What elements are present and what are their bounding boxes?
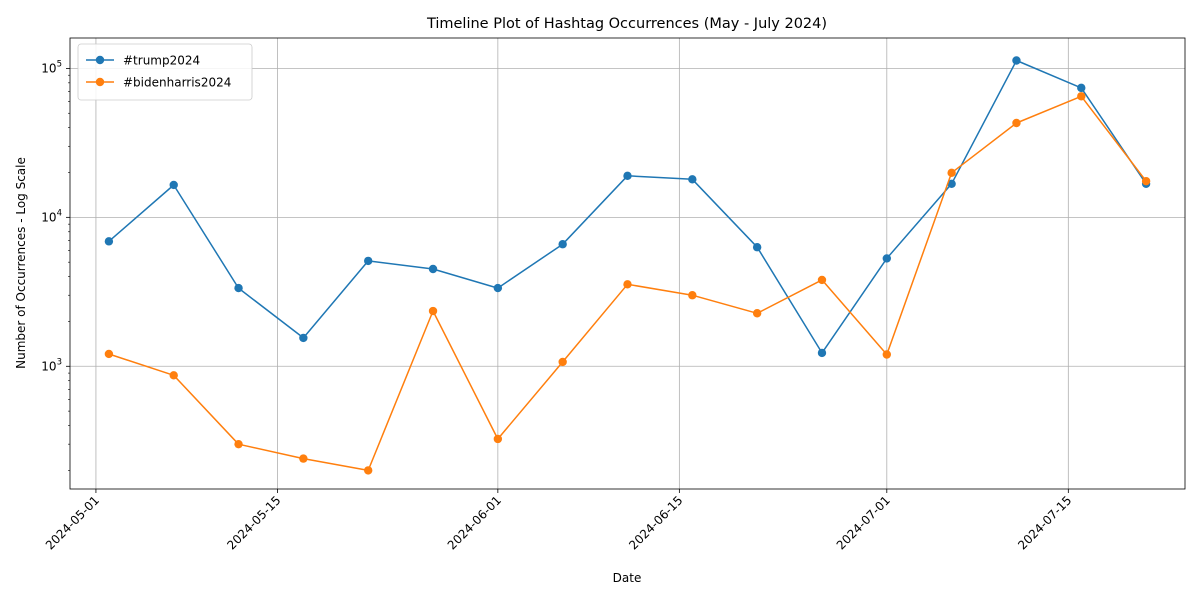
data-point bbox=[752, 243, 762, 252]
data-point bbox=[882, 254, 892, 263]
y-tick-label: 103 bbox=[41, 357, 62, 373]
data-point bbox=[623, 280, 632, 289]
data-point bbox=[1012, 56, 1021, 65]
data-point bbox=[299, 333, 308, 343]
data-point bbox=[688, 291, 697, 300]
data-point bbox=[234, 283, 243, 293]
legend-label: #bidenharris2024 bbox=[123, 76, 231, 90]
data-point bbox=[493, 283, 503, 293]
y-axis-ticks: 103 104 105 bbox=[41, 59, 70, 471]
data-point bbox=[493, 434, 503, 444]
data-point bbox=[234, 439, 243, 449]
legend-marker bbox=[95, 77, 105, 87]
data-point bbox=[428, 306, 438, 316]
data-point bbox=[1141, 176, 1151, 186]
y-tick-label: 104 bbox=[41, 208, 62, 224]
data-point bbox=[428, 264, 438, 274]
data-point bbox=[363, 256, 373, 266]
x-axis-label: Date bbox=[613, 571, 642, 585]
plot-area-frame bbox=[69, 37, 1186, 490]
legend-marker bbox=[95, 55, 105, 65]
data-point bbox=[299, 454, 308, 463]
data-point bbox=[817, 275, 827, 285]
legend-frame bbox=[77, 43, 253, 101]
data-point bbox=[363, 466, 373, 475]
data-point bbox=[688, 175, 697, 184]
legend: #trump2024 #bidenharris2024 bbox=[77, 43, 253, 101]
data-point bbox=[947, 179, 956, 188]
data-point bbox=[752, 309, 762, 318]
data-point bbox=[817, 348, 827, 358]
data-point bbox=[1012, 118, 1021, 128]
grid-lines bbox=[70, 38, 1185, 489]
data-point bbox=[1077, 83, 1086, 93]
data-point bbox=[882, 350, 892, 359]
data-point bbox=[558, 240, 567, 249]
chart-title: Timeline Plot of Hashtag Occurrences (Ma… bbox=[426, 16, 827, 32]
y-tick-label: 105 bbox=[41, 59, 62, 75]
data-point bbox=[169, 180, 178, 190]
data-point bbox=[623, 171, 632, 181]
data-point bbox=[104, 349, 114, 359]
series-layer bbox=[104, 56, 1151, 475]
data-point bbox=[169, 371, 178, 380]
data-point bbox=[104, 237, 114, 246]
y-axis-label: Number of Occurrences - Log Scale bbox=[14, 157, 28, 369]
data-point bbox=[947, 168, 956, 178]
data-point bbox=[558, 357, 567, 367]
legend-label: #trump2024 bbox=[123, 54, 200, 68]
data-point bbox=[1077, 92, 1086, 101]
